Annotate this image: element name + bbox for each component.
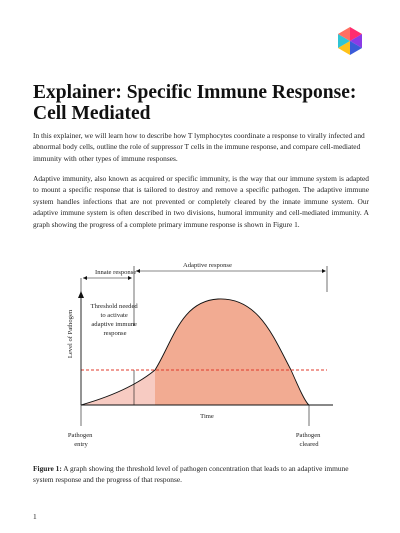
body-paragraph: Adaptive immunity, also known as acquire… xyxy=(33,174,369,229)
threshold-label: Threshold needed to activate adaptive im… xyxy=(91,303,140,337)
nagwa-hexagon-logo-icon xyxy=(338,27,362,55)
figure-caption-label: Figure 1: xyxy=(33,464,62,473)
pathogen-curve xyxy=(80,298,310,406)
figure-caption: Figure 1: A graph showing the threshold … xyxy=(33,463,369,486)
innate-response-label: Innate response xyxy=(95,269,136,276)
adaptive-response-label: Adaptive response xyxy=(183,262,232,269)
y-axis-label: Level of Pathogen xyxy=(67,309,74,358)
innate-area xyxy=(81,370,155,405)
pathogen-entry-label: Pathogen entry xyxy=(68,432,94,448)
intro-paragraph: In this explainer, we will learn how to … xyxy=(33,131,365,163)
page-number: 1 xyxy=(33,512,37,521)
page-title: Explainer: Specific Immune Response: Cel… xyxy=(33,82,357,124)
figure-caption-text: A graph showing the threshold level of p… xyxy=(33,464,349,485)
immune-response-figure: Innate response Adaptive response Thresh… xyxy=(67,262,333,448)
x-axis-label: Time xyxy=(200,413,214,420)
adaptive-area xyxy=(155,298,309,405)
pathogen-cleared-label: Pathogen cleared xyxy=(296,432,322,448)
